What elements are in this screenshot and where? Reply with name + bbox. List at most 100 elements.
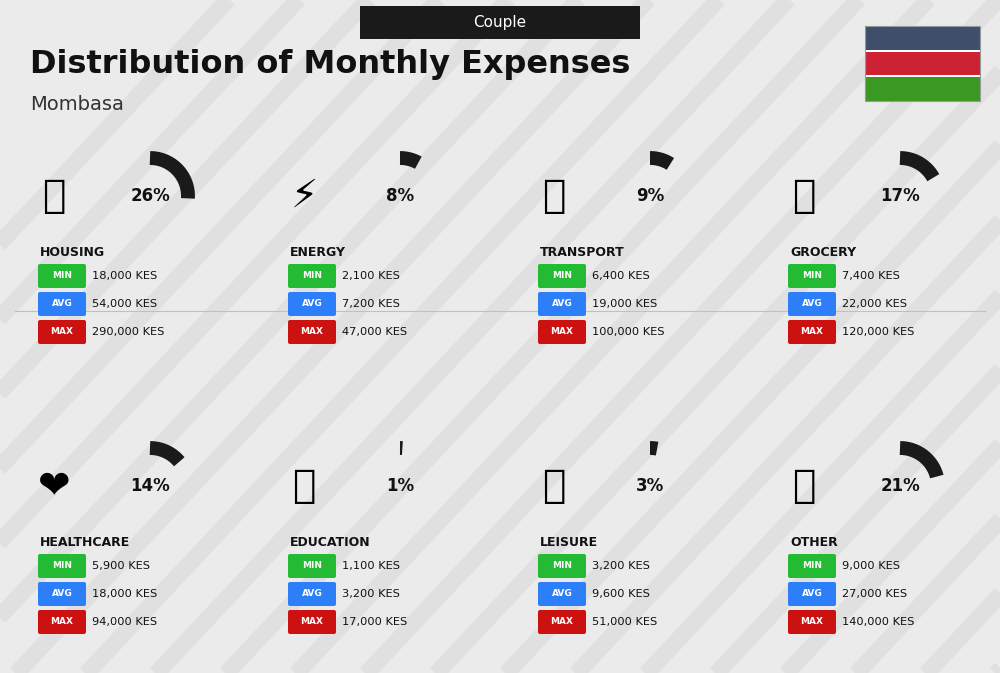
- FancyBboxPatch shape: [38, 610, 86, 634]
- Text: 19,000 KES: 19,000 KES: [592, 299, 657, 309]
- Text: AVG: AVG: [802, 590, 822, 598]
- Text: MAX: MAX: [50, 618, 74, 627]
- FancyBboxPatch shape: [538, 292, 586, 316]
- FancyBboxPatch shape: [788, 292, 836, 316]
- Text: MAX: MAX: [300, 328, 324, 336]
- Text: 140,000 KES: 140,000 KES: [842, 617, 914, 627]
- Text: MIN: MIN: [802, 271, 822, 281]
- Text: 🛒: 🛒: [792, 177, 816, 215]
- FancyBboxPatch shape: [288, 554, 336, 578]
- Text: MAX: MAX: [550, 328, 574, 336]
- Text: MIN: MIN: [302, 561, 322, 571]
- Text: 51,000 KES: 51,000 KES: [592, 617, 657, 627]
- FancyBboxPatch shape: [538, 610, 586, 634]
- Text: 6,400 KES: 6,400 KES: [592, 271, 650, 281]
- Text: OTHER: OTHER: [790, 536, 838, 549]
- FancyBboxPatch shape: [38, 264, 86, 288]
- Text: HEALTHCARE: HEALTHCARE: [40, 536, 130, 549]
- Text: 17%: 17%: [880, 187, 920, 205]
- Text: TRANSPORT: TRANSPORT: [540, 246, 625, 259]
- FancyBboxPatch shape: [38, 320, 86, 344]
- FancyBboxPatch shape: [538, 582, 586, 606]
- FancyBboxPatch shape: [865, 50, 980, 52]
- Text: MIN: MIN: [52, 561, 72, 571]
- Text: 18,000 KES: 18,000 KES: [92, 589, 157, 599]
- Text: MIN: MIN: [552, 271, 572, 281]
- FancyBboxPatch shape: [865, 76, 980, 101]
- FancyBboxPatch shape: [788, 320, 836, 344]
- Text: 21%: 21%: [880, 477, 920, 495]
- Text: MAX: MAX: [50, 328, 74, 336]
- FancyBboxPatch shape: [38, 554, 86, 578]
- Text: 47,000 KES: 47,000 KES: [342, 327, 407, 337]
- Text: 1%: 1%: [386, 477, 414, 495]
- Text: LEISURE: LEISURE: [540, 536, 598, 549]
- FancyBboxPatch shape: [288, 264, 336, 288]
- Text: MAX: MAX: [800, 618, 823, 627]
- FancyBboxPatch shape: [788, 264, 836, 288]
- Text: AVG: AVG: [552, 590, 572, 598]
- FancyBboxPatch shape: [288, 320, 336, 344]
- Text: 94,000 KES: 94,000 KES: [92, 617, 157, 627]
- Text: 8%: 8%: [386, 187, 414, 205]
- FancyBboxPatch shape: [865, 75, 980, 77]
- Text: AVG: AVG: [802, 299, 822, 308]
- FancyBboxPatch shape: [38, 582, 86, 606]
- Text: 🛍: 🛍: [542, 467, 566, 505]
- Text: MAX: MAX: [550, 618, 574, 627]
- Text: 3%: 3%: [636, 477, 664, 495]
- Text: 17,000 KES: 17,000 KES: [342, 617, 407, 627]
- FancyBboxPatch shape: [288, 610, 336, 634]
- Text: Mombasa: Mombasa: [30, 96, 124, 114]
- Text: AVG: AVG: [552, 299, 572, 308]
- Text: 290,000 KES: 290,000 KES: [92, 327, 164, 337]
- Text: 9%: 9%: [636, 187, 664, 205]
- Text: 54,000 KES: 54,000 KES: [92, 299, 157, 309]
- Text: AVG: AVG: [302, 299, 322, 308]
- FancyBboxPatch shape: [538, 264, 586, 288]
- Text: AVG: AVG: [302, 590, 322, 598]
- FancyBboxPatch shape: [788, 582, 836, 606]
- Text: MIN: MIN: [302, 271, 322, 281]
- Text: 3,200 KES: 3,200 KES: [592, 561, 650, 571]
- FancyBboxPatch shape: [788, 554, 836, 578]
- Text: 120,000 KES: 120,000 KES: [842, 327, 914, 337]
- Text: HOUSING: HOUSING: [40, 246, 105, 259]
- Text: 100,000 KES: 100,000 KES: [592, 327, 665, 337]
- Text: 27,000 KES: 27,000 KES: [842, 589, 907, 599]
- Text: MIN: MIN: [52, 271, 72, 281]
- FancyBboxPatch shape: [360, 6, 640, 39]
- Text: MAX: MAX: [300, 618, 324, 627]
- Text: MIN: MIN: [802, 561, 822, 571]
- Text: ENERGY: ENERGY: [290, 246, 346, 259]
- Text: ⚡: ⚡: [290, 177, 318, 215]
- Text: 🚌: 🚌: [542, 177, 566, 215]
- FancyBboxPatch shape: [38, 292, 86, 316]
- Text: 🏢: 🏢: [42, 177, 66, 215]
- Text: AVG: AVG: [52, 590, 72, 598]
- Text: 5,900 KES: 5,900 KES: [92, 561, 150, 571]
- Text: MAX: MAX: [800, 328, 823, 336]
- Text: AVG: AVG: [52, 299, 72, 308]
- Text: Distribution of Monthly Expenses: Distribution of Monthly Expenses: [30, 50, 630, 81]
- Text: 22,000 KES: 22,000 KES: [842, 299, 907, 309]
- Text: 3,200 KES: 3,200 KES: [342, 589, 400, 599]
- Text: 7,200 KES: 7,200 KES: [342, 299, 400, 309]
- Text: 9,600 KES: 9,600 KES: [592, 589, 650, 599]
- Text: 🎓: 🎓: [292, 467, 316, 505]
- Text: 💰: 💰: [792, 467, 816, 505]
- FancyBboxPatch shape: [788, 610, 836, 634]
- Text: EDUCATION: EDUCATION: [290, 536, 371, 549]
- Text: 18,000 KES: 18,000 KES: [92, 271, 157, 281]
- FancyBboxPatch shape: [865, 51, 980, 76]
- Text: Couple: Couple: [473, 15, 527, 30]
- FancyBboxPatch shape: [538, 320, 586, 344]
- FancyBboxPatch shape: [865, 26, 980, 51]
- Text: ❤: ❤: [38, 467, 70, 505]
- Text: 14%: 14%: [130, 477, 170, 495]
- Text: GROCERY: GROCERY: [790, 246, 856, 259]
- Text: 1,100 KES: 1,100 KES: [342, 561, 400, 571]
- Text: 9,000 KES: 9,000 KES: [842, 561, 900, 571]
- Text: 2,100 KES: 2,100 KES: [342, 271, 400, 281]
- Text: 26%: 26%: [130, 187, 170, 205]
